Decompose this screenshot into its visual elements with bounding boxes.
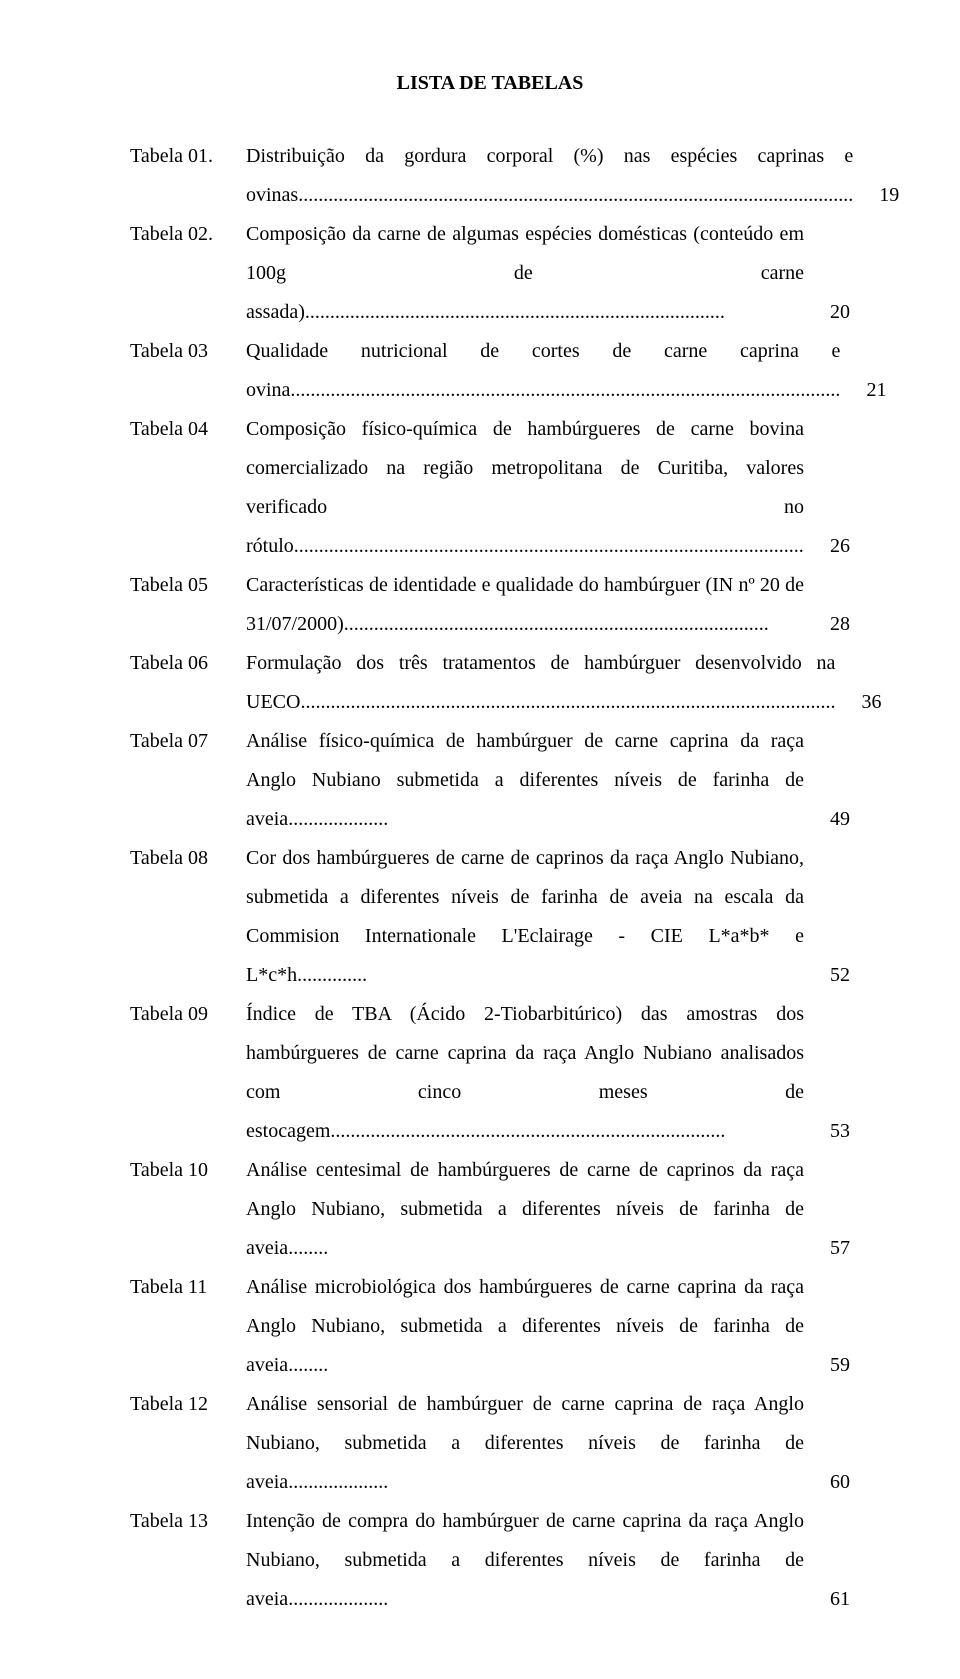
toc-entry-page: 52 — [830, 956, 850, 995]
toc-entry: Tabela 10Análise centesimal de hambúrgue… — [130, 1151, 850, 1268]
toc-entry-page: 49 — [830, 800, 850, 839]
toc-entry-page: 36 — [861, 683, 881, 722]
toc-entry-description: Análise centesimal de hambúrgueres de ca… — [246, 1151, 804, 1268]
toc-entry-label: Tabela 08 — [130, 839, 246, 995]
toc-entry-page-col: 49 — [804, 722, 850, 839]
toc-entry-label: Tabela 10 — [130, 1151, 246, 1268]
toc-entry-page-col: 19 — [853, 137, 899, 215]
toc-entry-page-col: 21 — [840, 332, 886, 410]
toc-entry: Tabela 06Formulação dos três tratamentos… — [130, 644, 850, 722]
toc-list: Tabela 01.Distribuição da gordura corpor… — [130, 137, 850, 1619]
toc-entry-page-col: 26 — [804, 410, 850, 566]
toc-entry-page: 61 — [830, 1580, 850, 1619]
toc-entry-label: Tabela 01. — [130, 137, 246, 215]
page-title: LISTA DE TABELAS — [130, 64, 850, 103]
toc-entry: Tabela 05Características de identidade e… — [130, 566, 850, 644]
toc-entry-page-col: 52 — [804, 839, 850, 995]
toc-entry-description: Análise físico-química de hambúrguer de … — [246, 722, 804, 839]
toc-entry: Tabela 09Índice de TBA (Ácido 2-Tiobarbi… — [130, 995, 850, 1151]
toc-entry-label: Tabela 03 — [130, 332, 246, 410]
toc-entry: Tabela 01.Distribuição da gordura corpor… — [130, 137, 850, 215]
toc-entry-description: Composição físico-química de hambúrguere… — [246, 410, 804, 566]
toc-entry-page: 19 — [879, 176, 899, 215]
toc-entry-description: Formulação dos três tratamentos de hambú… — [246, 644, 835, 722]
toc-entry-description: Índice de TBA (Ácido 2-Tiobarbitúrico) d… — [246, 995, 804, 1151]
toc-entry-label: Tabela 13 — [130, 1502, 246, 1619]
toc-entry-label: Tabela 02. — [130, 215, 246, 332]
toc-entry: Tabela 04Composição físico-química de ha… — [130, 410, 850, 566]
toc-entry-page-col: 59 — [804, 1268, 850, 1385]
toc-entry-label: Tabela 05 — [130, 566, 246, 644]
toc-entry-label: Tabela 09 — [130, 995, 246, 1151]
toc-entry-page-col: 28 — [804, 566, 850, 644]
toc-entry-page: 60 — [830, 1463, 850, 1502]
toc-entry: Tabela 08Cor dos hambúrgueres de carne d… — [130, 839, 850, 995]
toc-entry-page: 53 — [830, 1112, 850, 1151]
toc-entry-label: Tabela 07 — [130, 722, 246, 839]
toc-entry-page-col: 36 — [835, 644, 881, 722]
toc-entry-page-col: 20 — [804, 215, 850, 332]
toc-entry-label: Tabela 12 — [130, 1385, 246, 1502]
toc-entry-label: Tabela 04 — [130, 410, 246, 566]
toc-entry-description: Intenção de compra do hambúrguer de carn… — [246, 1502, 804, 1619]
toc-entry-label: Tabela 11 — [130, 1268, 246, 1385]
toc-entry-page-col: 57 — [804, 1151, 850, 1268]
toc-entry: Tabela 12Análise sensorial de hambúrguer… — [130, 1385, 850, 1502]
toc-entry-page: 28 — [830, 605, 850, 644]
toc-entry-page: 57 — [830, 1229, 850, 1268]
toc-entry: Tabela 11Análise microbiológica dos hamb… — [130, 1268, 850, 1385]
toc-entry: Tabela 02.Composição da carne de algumas… — [130, 215, 850, 332]
toc-entry-description: Análise sensorial de hambúrguer de carne… — [246, 1385, 804, 1502]
toc-entry-page-col: 53 — [804, 995, 850, 1151]
toc-entry-description: Características de identidade e qualidad… — [246, 566, 804, 644]
toc-entry-description: Análise microbiológica dos hambúrgueres … — [246, 1268, 804, 1385]
toc-entry-page: 20 — [830, 293, 850, 332]
toc-entry-page: 21 — [866, 371, 886, 410]
toc-entry: Tabela 07Análise físico-química de hambú… — [130, 722, 850, 839]
toc-entry-description: Composição da carne de algumas espécies … — [246, 215, 804, 332]
toc-entry-description: Distribuição da gordura corporal (%) nas… — [246, 137, 853, 215]
toc-entry: Tabela 03Qualidade nutricional de cortes… — [130, 332, 850, 410]
toc-entry-description: Qualidade nutricional de cortes de carne… — [246, 332, 840, 410]
toc-entry-page-col: 61 — [804, 1502, 850, 1619]
toc-entry-page: 59 — [830, 1346, 850, 1385]
toc-entry-label: Tabela 06 — [130, 644, 246, 722]
toc-entry-page-col: 60 — [804, 1385, 850, 1502]
page-container: LISTA DE TABELAS Tabela 01.Distribuição … — [0, 0, 960, 1679]
toc-entry-description: Cor dos hambúrgueres de carne de caprino… — [246, 839, 804, 995]
toc-entry-page: 26 — [830, 527, 850, 566]
toc-entry: Tabela 13Intenção de compra do hambúrgue… — [130, 1502, 850, 1619]
